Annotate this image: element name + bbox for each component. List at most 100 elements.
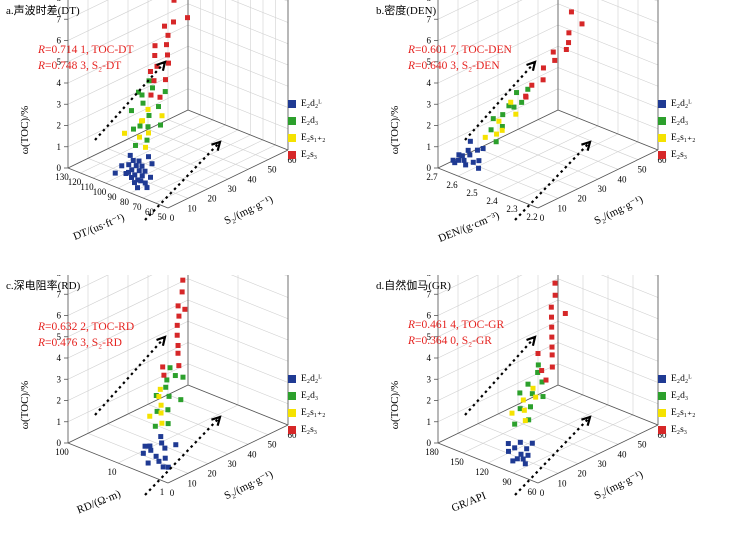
data-point [176,363,182,369]
legend-swatch [658,116,666,125]
grid-line [142,139,264,199]
z-tick-label: 4 [57,353,62,363]
y-tick-label: 20 [208,194,218,204]
legend-swatch [658,408,666,417]
y-tick-label: 40 [618,449,628,459]
data-point [522,418,528,424]
legend-item: E₂d₂ᴸ [288,370,368,387]
z-tick-label: 6 [57,36,62,46]
legend-item: E₂d₃ [658,112,738,129]
grid-line [557,67,659,108]
data-point [152,423,158,429]
legend: E₂d₂ᴸ E₂d₃ E₂s₁₊₂ E₂s₃ [658,95,738,163]
data-point [146,154,151,160]
legend-item: E₂s₃ [288,421,368,438]
y-tick-label: 0 [540,488,545,498]
grid-line [557,24,659,66]
y-axis-label: S₂/(mg·g⁻¹) [592,193,645,227]
data-point [144,185,150,191]
data-point [174,322,180,328]
grid-line [477,148,579,189]
panel-title: a.声波时差(DT) [6,5,80,17]
z-axis-label: ω(TOC)/% [389,106,401,155]
data-point [456,157,462,163]
data-point [512,445,518,451]
x-tick-label: 60 [528,487,538,497]
data-point [148,447,154,453]
data-point [138,178,144,184]
grid-line [497,133,619,193]
r-value: =0.748 3, S₂-DT [45,60,122,72]
r-value: =0.364 0, S₂-GR [415,335,492,347]
grid-line [117,404,239,464]
data-point [149,161,155,167]
y-tick-label: 30 [598,184,608,194]
data-point [136,89,141,95]
data-point [482,134,488,140]
data-point [175,303,181,309]
correlation-text: R=0.714 1, TOC-DT [38,44,134,56]
axis-edge [537,149,659,209]
data-point [525,381,531,387]
data-point [476,165,482,171]
chart-panel: 01234567860901201501800102030405060ω(TOC… [370,214,739,549]
grid-line [512,414,634,474]
data-point [550,49,556,55]
data-point [461,157,467,163]
z-tick-label: 7 [57,289,62,299]
z-tick-label: 0 [57,438,62,448]
legend-swatch [288,116,296,125]
data-point [144,137,150,143]
z-axis-label: ω(TOC)/% [19,106,31,155]
legend-label: E₂s₃ [301,149,318,160]
z-tick-label: 4 [427,353,432,363]
data-point [562,310,568,316]
data-point [162,445,168,451]
data-point [525,452,531,458]
y-tick-label: 10 [558,478,568,488]
data-point [543,377,549,383]
z-tick-label: 0 [57,163,62,173]
data-point [496,118,502,124]
data-point [166,393,172,399]
data-point [465,147,471,153]
axis-edge [67,442,169,484]
data-point [180,277,186,283]
legend-item: E₂d₃ [288,387,368,404]
axis-edge [187,384,289,426]
x-tick-label: 120 [475,467,489,477]
correlation-text: R=0.748 3, S₂-DT [38,60,121,72]
legend-item: E₂s₃ [658,421,738,438]
data-point [146,112,152,118]
trend-arrow [144,141,221,221]
data-point [160,364,166,370]
legend-swatch [658,99,666,108]
data-point [112,170,118,176]
legend-label: E₂s₃ [671,424,688,435]
data-point [535,362,541,368]
axis-edge [437,442,539,484]
data-point [156,394,162,400]
data-point [174,332,180,338]
legend-label: E₂d₂ᴸ [671,373,692,384]
data-point [148,174,153,180]
r-symbol: R [408,319,416,331]
z-tick-label: 7 [57,14,62,24]
z-tick-label: 2 [57,396,62,406]
data-point [158,410,164,416]
r-symbol: R [408,60,416,72]
data-point [175,350,181,356]
data-point [157,94,163,100]
data-point [153,393,159,399]
data-point [139,173,145,179]
data-point [535,369,541,375]
r-symbol: R [408,44,416,56]
legend-swatch [288,374,296,383]
data-point [167,365,173,371]
axis-edge [437,167,539,209]
z-tick-label: 5 [427,332,432,342]
legend-item: E₂d₃ [658,387,738,404]
data-point [508,99,514,105]
legend: E₂d₂ᴸ E₂d₃ E₂s₁₊₂ E₂s₃ [288,95,368,163]
grid-line [155,144,276,204]
